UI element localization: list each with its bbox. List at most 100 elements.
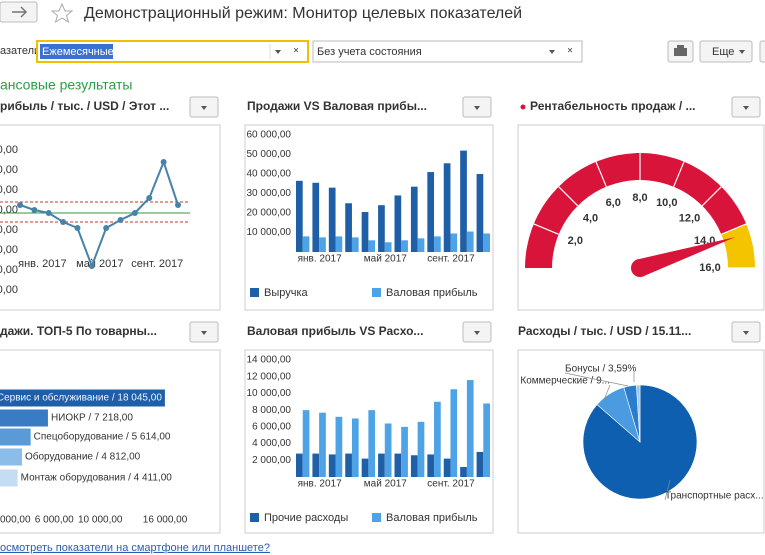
clear-button[interactable]: × <box>293 46 299 57</box>
toolbar-button[interactable] <box>759 40 765 63</box>
x-tick-label: май 2017 <box>364 479 407 490</box>
x-tick-label: 10 000,00 <box>78 515 123 526</box>
bar <box>476 174 484 252</box>
bar <box>368 410 376 477</box>
status-dot <box>520 104 526 110</box>
leader-line <box>564 372 629 387</box>
y-tick-label: 10 000,00 <box>247 227 292 238</box>
bar-label: Оборудование / 4 812,00 <box>25 451 141 463</box>
bar <box>368 240 376 252</box>
gauge-tick <box>558 186 579 207</box>
bar <box>312 453 320 477</box>
bar <box>410 186 418 252</box>
y-tick-label: 40 000,00 <box>247 169 292 180</box>
y-tick-label: 4 000,00 <box>252 438 291 449</box>
bar <box>450 233 458 252</box>
x-tick-label: 6 000,00 <box>35 515 74 526</box>
y-tick-label: 50 000,00 <box>247 149 292 160</box>
dropdown-arrow <box>474 331 480 335</box>
bar <box>0 428 31 446</box>
dropdown-arrow <box>743 331 749 335</box>
x-tick-label: 2 000,00 <box>0 515 31 526</box>
favorite-star[interactable] <box>50 2 74 24</box>
gauge-tick-label: 6,0 <box>606 197 621 209</box>
slice-label: Коммерческие / 9... <box>520 376 610 387</box>
dropdown-arrow[interactable] <box>549 50 555 54</box>
x-tick-label: сент. 2017 <box>427 254 475 265</box>
state-select[interactable] <box>312 40 583 63</box>
section-title: ансовые результаты <box>0 77 132 93</box>
y-tick-label: 2 000,00 <box>252 455 291 466</box>
bar-label: Спецоборудование / 5 614,00 <box>34 431 171 443</box>
line-point <box>146 195 153 201</box>
y-tick-label: 6 000,00 <box>252 421 291 432</box>
legend-label: Валовая прибыль <box>386 287 478 299</box>
gauge-tick <box>721 223 747 235</box>
footer-link[interactable]: осмотреть показатели на смартфоне или пл… <box>0 542 270 554</box>
panel-title: дажи. ТОП-5 По товарны... <box>0 324 157 338</box>
legend-swatch <box>250 288 259 297</box>
bar <box>434 401 441 477</box>
dropdown-arrow[interactable] <box>275 50 281 54</box>
bar-label: Монтаж оборудования / 4 411,00 <box>21 472 173 484</box>
state-value: Без учета состояния <box>317 46 422 58</box>
bar <box>443 458 451 477</box>
bar <box>443 163 451 252</box>
bar <box>466 380 474 477</box>
bar <box>0 409 48 427</box>
legend-label: Прочие расходы <box>264 512 348 524</box>
bar <box>394 453 402 477</box>
print-icon <box>677 45 684 49</box>
bar <box>460 466 467 477</box>
bar <box>312 182 320 252</box>
legend-swatch <box>372 513 381 522</box>
y-tick-label: 000,00 <box>0 284 18 296</box>
line-point <box>117 217 124 223</box>
bar <box>417 238 425 252</box>
bar <box>328 454 336 477</box>
bar <box>417 421 425 477</box>
legend-label: Валовая прибыль <box>386 512 478 524</box>
bar <box>401 240 408 252</box>
bar <box>296 453 303 477</box>
x-tick-label: сент. 2017 <box>131 258 183 270</box>
line-point <box>88 263 95 269</box>
leader-line <box>664 479 671 501</box>
x-tick-label: янв. 2017 <box>18 258 66 270</box>
bar <box>378 453 385 477</box>
bar <box>483 233 490 252</box>
x-tick-label: янв. 2017 <box>298 254 342 265</box>
bar <box>351 418 359 477</box>
y-tick-label: 60 000,00 <box>247 130 292 141</box>
y-tick-label: 000,00 <box>0 244 18 256</box>
x-tick-label: 16 000,00 <box>143 515 188 526</box>
panel-title: Расходы / тыс. / USD / 15.11... <box>518 324 691 338</box>
panel-frame <box>244 349 494 534</box>
line-point <box>17 202 23 208</box>
x-tick-label: май 2017 <box>76 258 123 270</box>
y-tick-label: 0 000,00 <box>0 144 18 156</box>
bar <box>361 458 369 477</box>
y-tick-label: 000,00 <box>0 184 18 196</box>
bar-label: Сервис и обслуживание / 18 045,00 <box>0 392 162 404</box>
bar-label: НИОКР / 7 218,00 <box>51 413 133 424</box>
line-point <box>74 225 81 231</box>
period-value: Ежемесячные <box>42 46 114 58</box>
y-tick-label: 000,00 <box>0 164 18 176</box>
bar <box>328 187 336 252</box>
more-button[interactable] <box>699 40 753 63</box>
bar <box>460 150 467 252</box>
gauge-tick-label: 2,0 <box>568 235 583 247</box>
bar <box>335 416 343 477</box>
bar <box>296 180 303 252</box>
bar <box>384 242 392 252</box>
bar <box>319 237 326 252</box>
line-point <box>45 210 52 216</box>
slice-label: Транспортные расх... <box>665 491 764 502</box>
bar <box>450 389 458 477</box>
bar <box>302 236 310 252</box>
panel-frame <box>0 124 221 311</box>
line-point <box>60 219 67 225</box>
clear-button[interactable]: × <box>567 46 573 57</box>
